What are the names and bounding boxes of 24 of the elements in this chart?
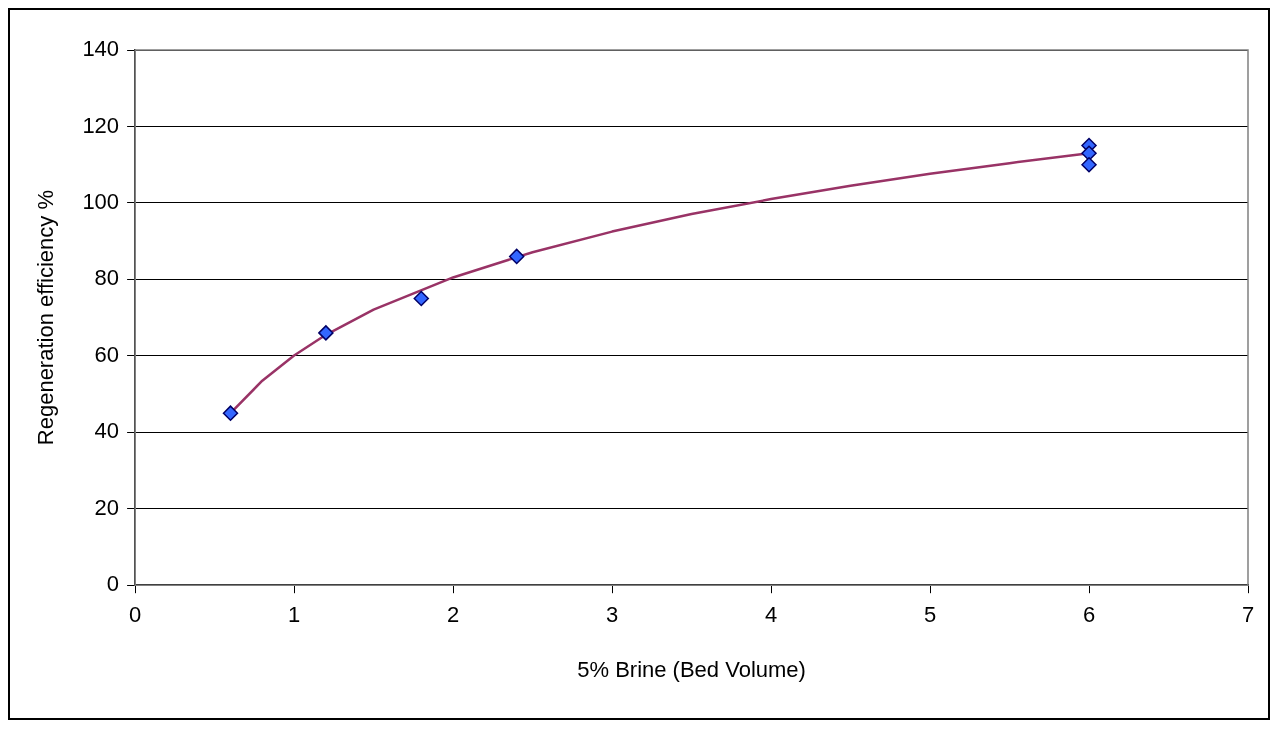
y-tick-label: 40 <box>94 418 120 444</box>
point <box>222 405 239 421</box>
x-tick-label: 4 <box>764 602 778 628</box>
point <box>413 290 430 307</box>
x-axis-title: 5% Brine (Bed Volume) <box>577 656 806 682</box>
y-tick-label: 140 <box>82 36 120 62</box>
y-tick-label: 0 <box>106 571 120 597</box>
x-tick-label: 3 <box>605 602 619 628</box>
x-tick-label: 2 <box>446 602 460 628</box>
point <box>318 325 334 341</box>
y-axis-title: Regeneration efficiency % <box>33 190 59 446</box>
y-tick-label: 20 <box>94 494 120 520</box>
x-tick-label: 7 <box>1241 602 1255 628</box>
y-tick-label: 80 <box>94 265 120 291</box>
point <box>1081 145 1097 161</box>
y-tick-label: 60 <box>94 341 120 367</box>
x-tick-label: 5 <box>923 602 937 628</box>
x-tick-label: 6 <box>1082 602 1096 628</box>
x-tick-label: 1 <box>287 602 301 628</box>
y-tick-label: 120 <box>82 112 120 138</box>
point <box>508 248 525 265</box>
point <box>1081 156 1097 173</box>
y-tick-label: 100 <box>82 188 120 214</box>
x-tick-label: 0 <box>128 602 142 628</box>
